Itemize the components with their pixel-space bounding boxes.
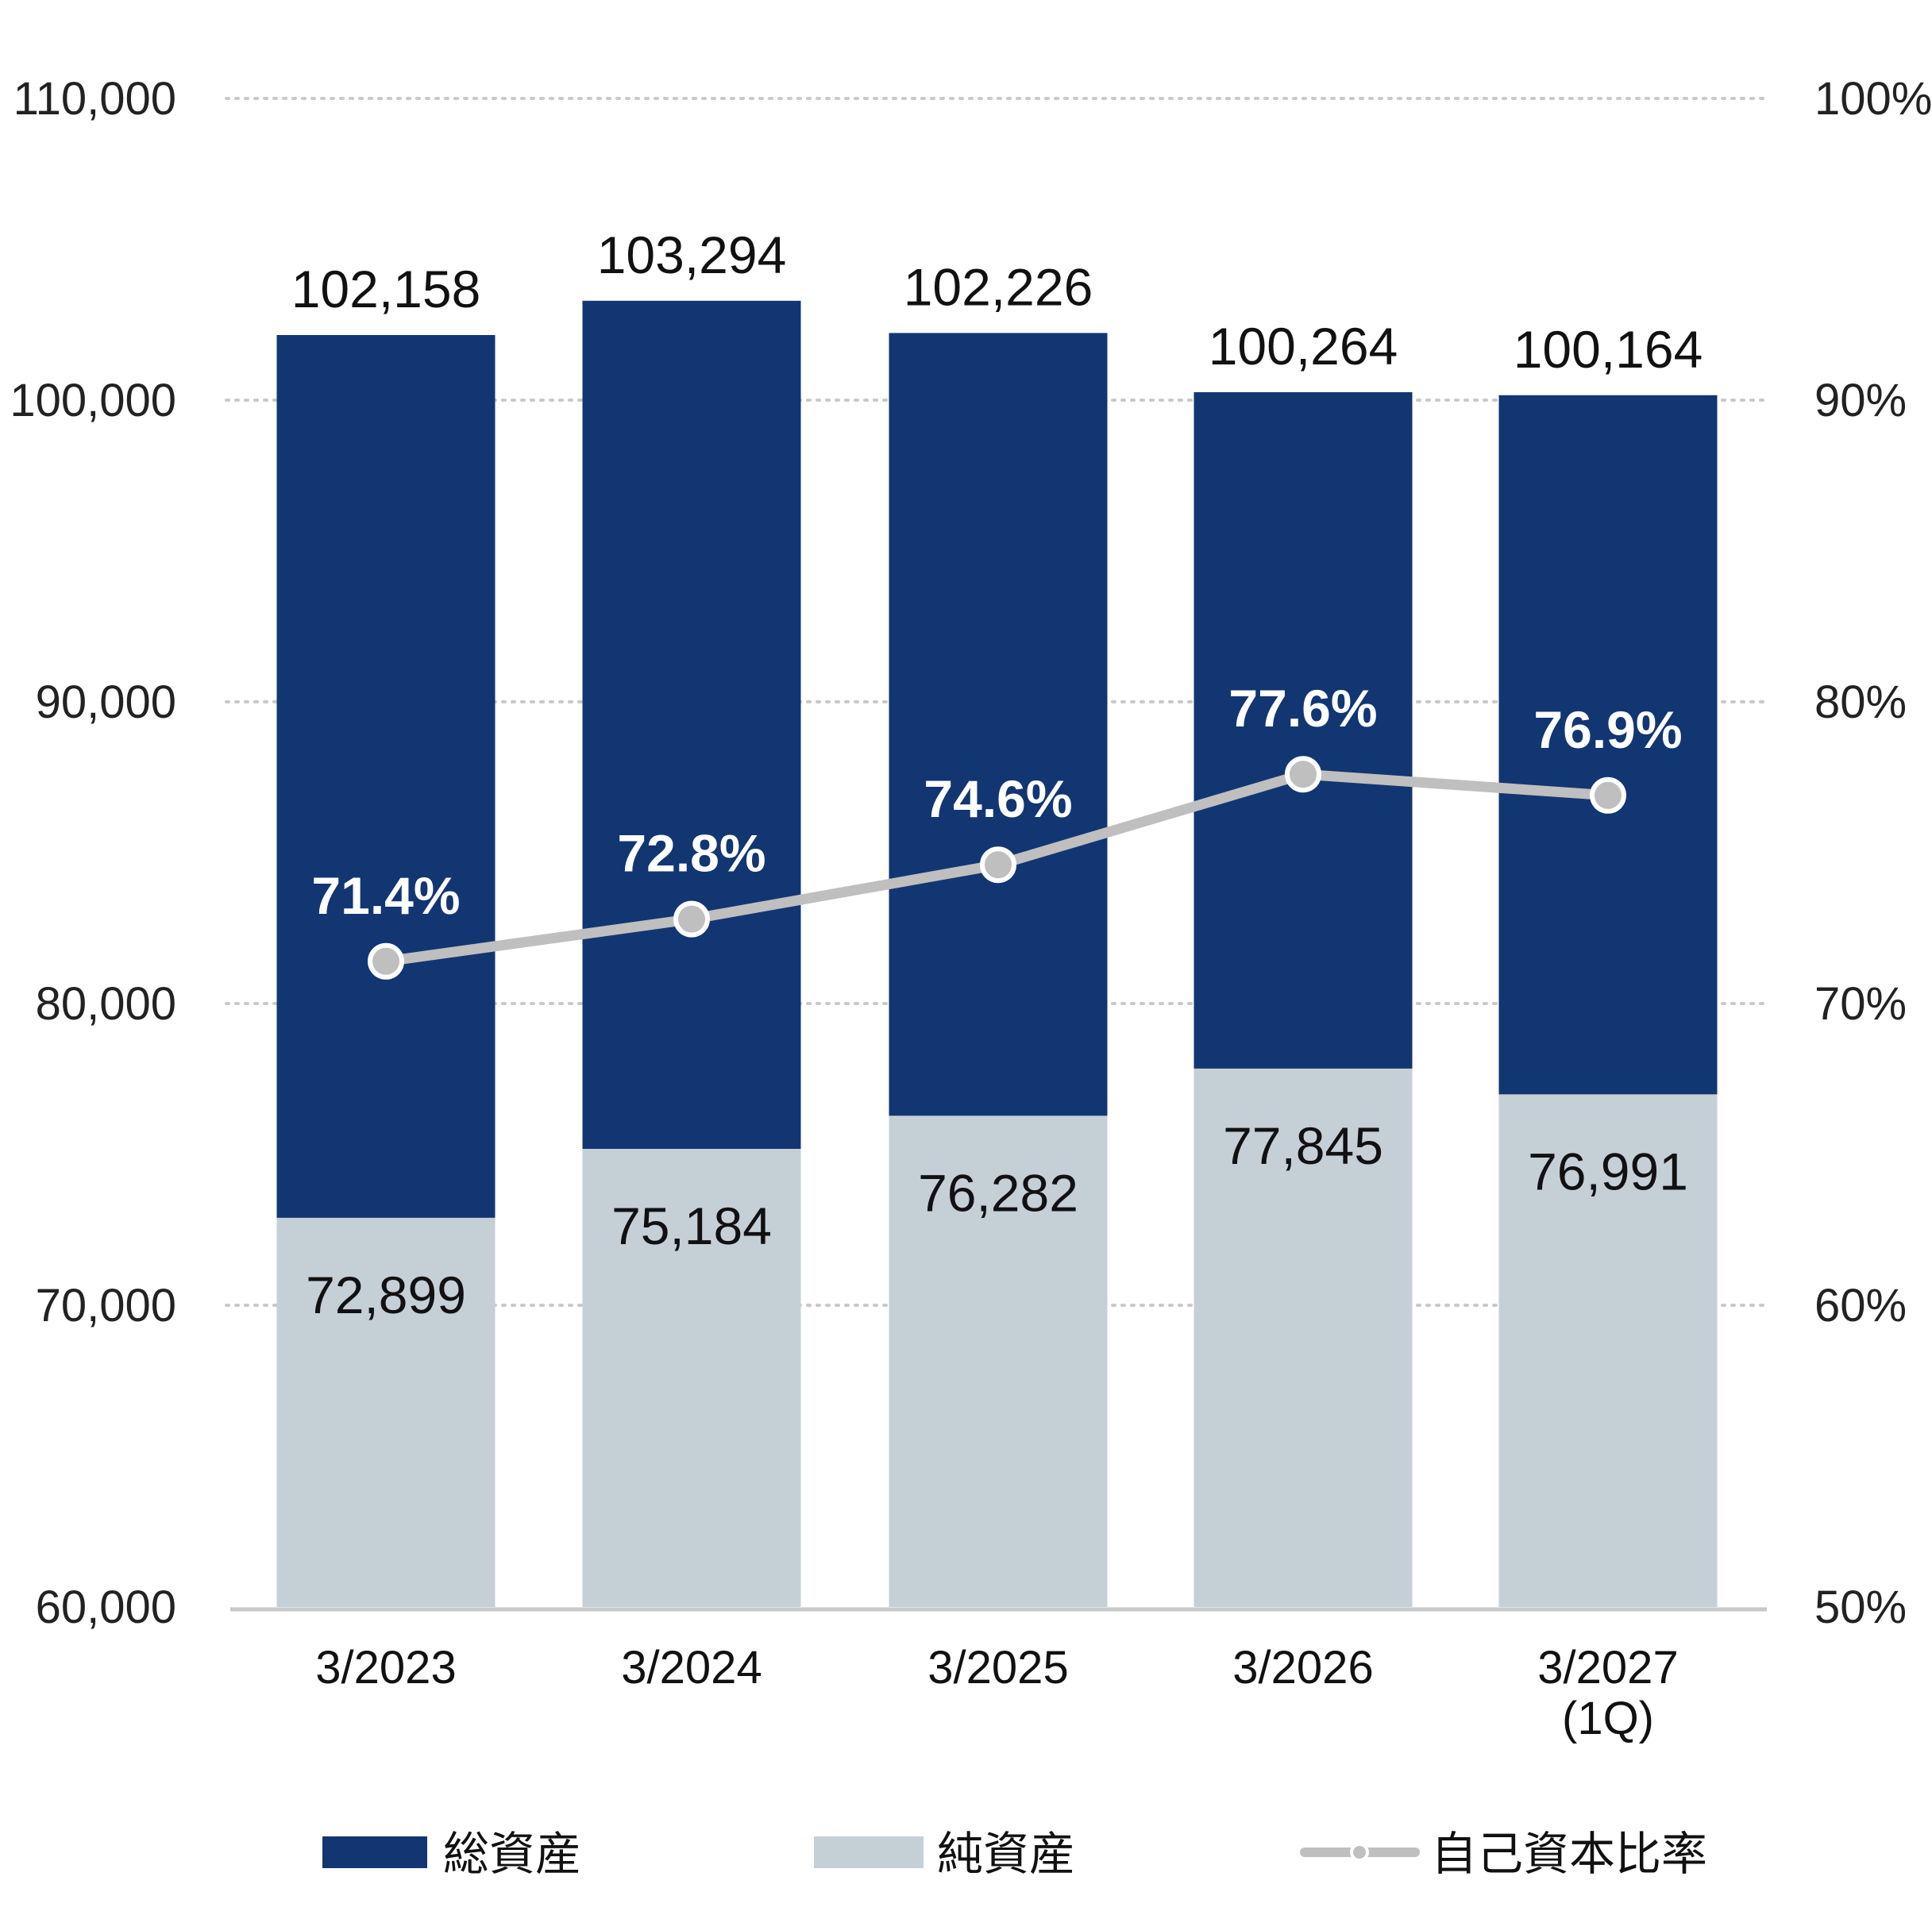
right-axis: 50% 60% 70% 80% 90% 100% bbox=[1814, 73, 1932, 1633]
ratio-label: 76.9% bbox=[1533, 700, 1682, 759]
net-assets-label: 75,184 bbox=[611, 1196, 772, 1255]
ratio-label: 74.6% bbox=[924, 769, 1072, 828]
legend-swatch-total bbox=[322, 1836, 427, 1868]
left-tick-label: 60,000 bbox=[36, 1582, 176, 1633]
left-tick-label: 100,000 bbox=[10, 375, 176, 426]
left-tick-label: 90,000 bbox=[36, 676, 176, 728]
left-tick-label: 110,000 bbox=[13, 73, 176, 125]
category-label: 3/2026 bbox=[1232, 1642, 1373, 1693]
net-assets-label: 77,845 bbox=[1223, 1116, 1383, 1175]
x-axis-labels: 3/2023 3/2024 3/2025 3/2026 3/2027(1Q) bbox=[315, 1642, 1678, 1744]
net-assets-bar bbox=[582, 1149, 801, 1607]
right-tick-label: 50% bbox=[1814, 1582, 1907, 1633]
left-axis: 60,000 70,000 80,000 90,000 100,000 110,000 bbox=[10, 73, 176, 1633]
category-label: 3/2023 bbox=[315, 1642, 456, 1693]
legend-ratio-marker bbox=[1350, 1843, 1369, 1862]
right-tick-label: 70% bbox=[1814, 978, 1907, 1030]
ratio-label: 77.6% bbox=[1228, 679, 1377, 738]
bars bbox=[276, 300, 1718, 1608]
right-tick-label: 90% bbox=[1814, 375, 1907, 426]
ratio-point bbox=[368, 942, 404, 980]
total-assets-label: 103,294 bbox=[597, 225, 787, 284]
total-assets-label: 100,264 bbox=[1209, 317, 1398, 376]
net-assets-bar bbox=[276, 1217, 496, 1607]
category-label: (1Q) bbox=[1562, 1693, 1654, 1744]
left-tick-label: 70,000 bbox=[36, 1280, 176, 1331]
ratio-point bbox=[1590, 776, 1626, 814]
total-assets-label: 102,226 bbox=[904, 257, 1093, 316]
total-assets-label: 100,164 bbox=[1514, 320, 1703, 379]
ratio-point bbox=[673, 900, 710, 938]
legend-swatch-net bbox=[814, 1836, 924, 1868]
net-assets-label: 72,899 bbox=[306, 1266, 466, 1324]
legend: 総資産 純資産 自己資本比率 bbox=[322, 1828, 1707, 1880]
net-assets-label: 76,991 bbox=[1528, 1142, 1688, 1200]
ratio-label: 71.4% bbox=[311, 866, 460, 925]
left-tick-label: 80,000 bbox=[36, 978, 176, 1030]
ratio-line: 71.4% 72.8% 74.6% 77.6% 76.9% bbox=[311, 679, 1683, 980]
ratio-label: 72.8% bbox=[617, 824, 765, 883]
net-assets-label: 76,282 bbox=[918, 1163, 1078, 1222]
bar-value-labels: 102,158 72,899 103,294 75,184 102,226 76,282 1… bbox=[291, 225, 1703, 1324]
legend-label-total: 総資産 bbox=[443, 1828, 581, 1880]
category-label: 3/2027 bbox=[1537, 1642, 1678, 1693]
total-assets-label: 102,158 bbox=[291, 260, 481, 318]
category-label: 3/2024 bbox=[621, 1642, 762, 1693]
right-tick-label: 60% bbox=[1814, 1280, 1907, 1331]
right-tick-label: 100% bbox=[1814, 73, 1932, 125]
net-assets-bar bbox=[1194, 1068, 1413, 1607]
ratio-point bbox=[980, 846, 1016, 884]
ratio-point bbox=[1285, 756, 1321, 793]
category-label: 3/2025 bbox=[927, 1642, 1068, 1693]
net-assets-bar bbox=[1498, 1094, 1718, 1607]
legend-label-ratio: 自己資本比率 bbox=[1431, 1828, 1707, 1880]
legend-label-ratio-net: 純資産 bbox=[937, 1828, 1075, 1880]
right-tick-label: 80% bbox=[1814, 676, 1907, 728]
net-assets-bar bbox=[889, 1115, 1108, 1607]
